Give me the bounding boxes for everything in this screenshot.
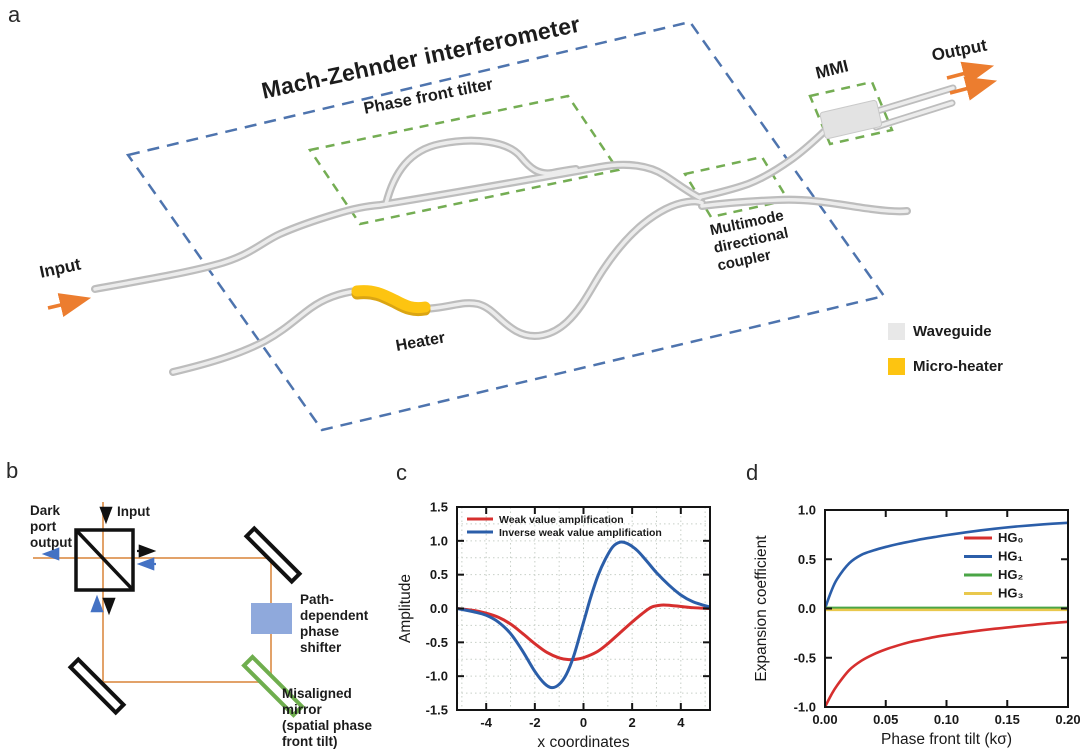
micro-heater-legend-label: Micro-heater [913,358,1004,375]
beam-splitter [74,528,135,592]
x-tick-label: 0 [580,715,587,730]
y-tick-label: -0.5 [426,635,448,650]
ticks [824,509,1069,708]
tick-labels: 0.00 0.05 0.10 0.15 0.20 -1.0 -0.5 0.0 0.5 1.0 [794,503,1080,728]
mzi-chip-outline [125,20,887,432]
ticks [457,506,710,711]
y-tick-label: 0.0 [430,601,448,616]
series-group [825,521,1068,707]
mirror-top-right [243,525,303,585]
legend-label-HG₃: HG₃ [998,586,1024,601]
panel-letter-d: d [746,460,759,485]
dark-port-label: Dark port output [30,503,72,551]
series-Inverse weak value amplification [457,540,710,690]
series-Weak value amplification [457,603,710,662]
waveguide-swatch [888,323,905,340]
x-tick-label: 0.00 [812,712,837,727]
misaligned-mirror-line3: (spatial phase [282,718,373,733]
phase-shifter-label: Path- dependent phase shifter [300,592,368,656]
amplitude-chart: -4 -2 0 2 4 -1.5 -1.0 -0.5 0.0 0.5 1.0 1.5 x coordin… [397,500,711,751]
legend: HG₀ HG₁ HG₂ HG₃ [964,530,1024,601]
waveguides [91,84,957,376]
legend-label-HG₁: HG₁ [998,549,1023,564]
phase-shifter-block [251,603,292,634]
phase-shifter-line3: phase [300,624,340,639]
series-HG₀ [825,620,1068,707]
y-tick-label: -1.0 [426,669,448,684]
y-axis-title: Amplitude [397,574,414,643]
y-tick-label: -1.0 [794,700,816,715]
x-tick-label: 2 [629,715,636,730]
chip-schematic [47,20,998,432]
misaligned-mirror-line2: mirror [282,702,322,717]
x-tick-label: -4 [480,715,492,730]
misaligned-mirror-line1: Misaligned [282,686,352,701]
tick-labels: -4 -2 0 2 4 -1.5 -1.0 -0.5 0.0 0.5 1.0 1.5 [426,500,686,731]
dark-port-line1: Dark [30,503,61,518]
misaligned-mirror-line4: front tilt) [282,734,338,749]
misaligned-mirror-label: Misaligned mirror (spatial phase front t… [282,686,372,750]
direction-arrows [41,506,157,616]
series-group [457,540,710,690]
legend-row-micro-heater: Micro-heater [888,358,1003,375]
input-label-b: Input [117,504,150,519]
x-tick-label: 4 [677,715,685,730]
phase-front-tilter-box [307,94,621,226]
phase-shifter-line1: Path- [300,592,334,607]
y-tick-label: 1.5 [430,500,448,515]
panel-letter-b: b [6,458,19,483]
x-tick-label: 0.20 [1055,712,1080,727]
x-axis-title: x coordinates [537,734,629,751]
x-tick-label: 0.15 [995,712,1020,727]
x-axis-title: Phase front tilt (kσ) [881,731,1012,748]
panel-letter-a: a [8,2,21,27]
phase-shifter-line4: shifter [300,640,342,655]
misaligned-mirror [241,654,305,718]
y-tick-label: 1.0 [798,503,816,518]
mirror-bottom-left [67,656,127,716]
legend-label-HG₀: HG₀ [998,530,1024,545]
x-tick-label: 0.05 [873,712,898,727]
y-tick-label: 0.5 [430,567,448,582]
input-arrow [47,293,92,317]
expansion-coefficient-chart: 0.00 0.05 0.10 0.15 0.20 -1.0 -0.5 0.0 0.5 1.0 Pha… [753,503,1080,749]
series-HG₁ [825,521,1068,610]
free-space-interferometer [33,502,305,718]
micro-heater [351,285,431,317]
phase-shifter-line2: dependent [300,608,369,623]
y-tick-label: 1.0 [430,533,448,548]
legend-row-waveguide: Waveguide [888,323,992,340]
panel-letter-c: c [396,460,407,485]
output-arrow-1 [946,61,995,86]
dark-port-line2: port [30,519,57,534]
micro-heater-swatch [888,358,905,375]
output-arrow-2 [949,76,998,101]
legend-label-HG₂: HG₂ [998,567,1024,582]
legend-label-Inverse weak value amplification: Inverse weak value amplification [499,527,662,539]
y-tick-label: 0.0 [798,601,816,616]
x-tick-label: -2 [529,715,541,730]
io-arrows [47,61,998,317]
waveguide-legend-label: Waveguide [913,323,992,340]
legend-label-Weak value amplification: Weak value amplification [499,514,624,526]
mmi-block [819,99,883,140]
y-axis-title: Expansion coefficient [753,535,770,682]
x-tick-label: 0.10 [934,712,959,727]
y-tick-label: -1.5 [426,703,448,718]
y-tick-label: -0.5 [794,650,816,665]
y-tick-label: 0.5 [798,552,816,567]
dark-port-line3: output [30,535,72,550]
